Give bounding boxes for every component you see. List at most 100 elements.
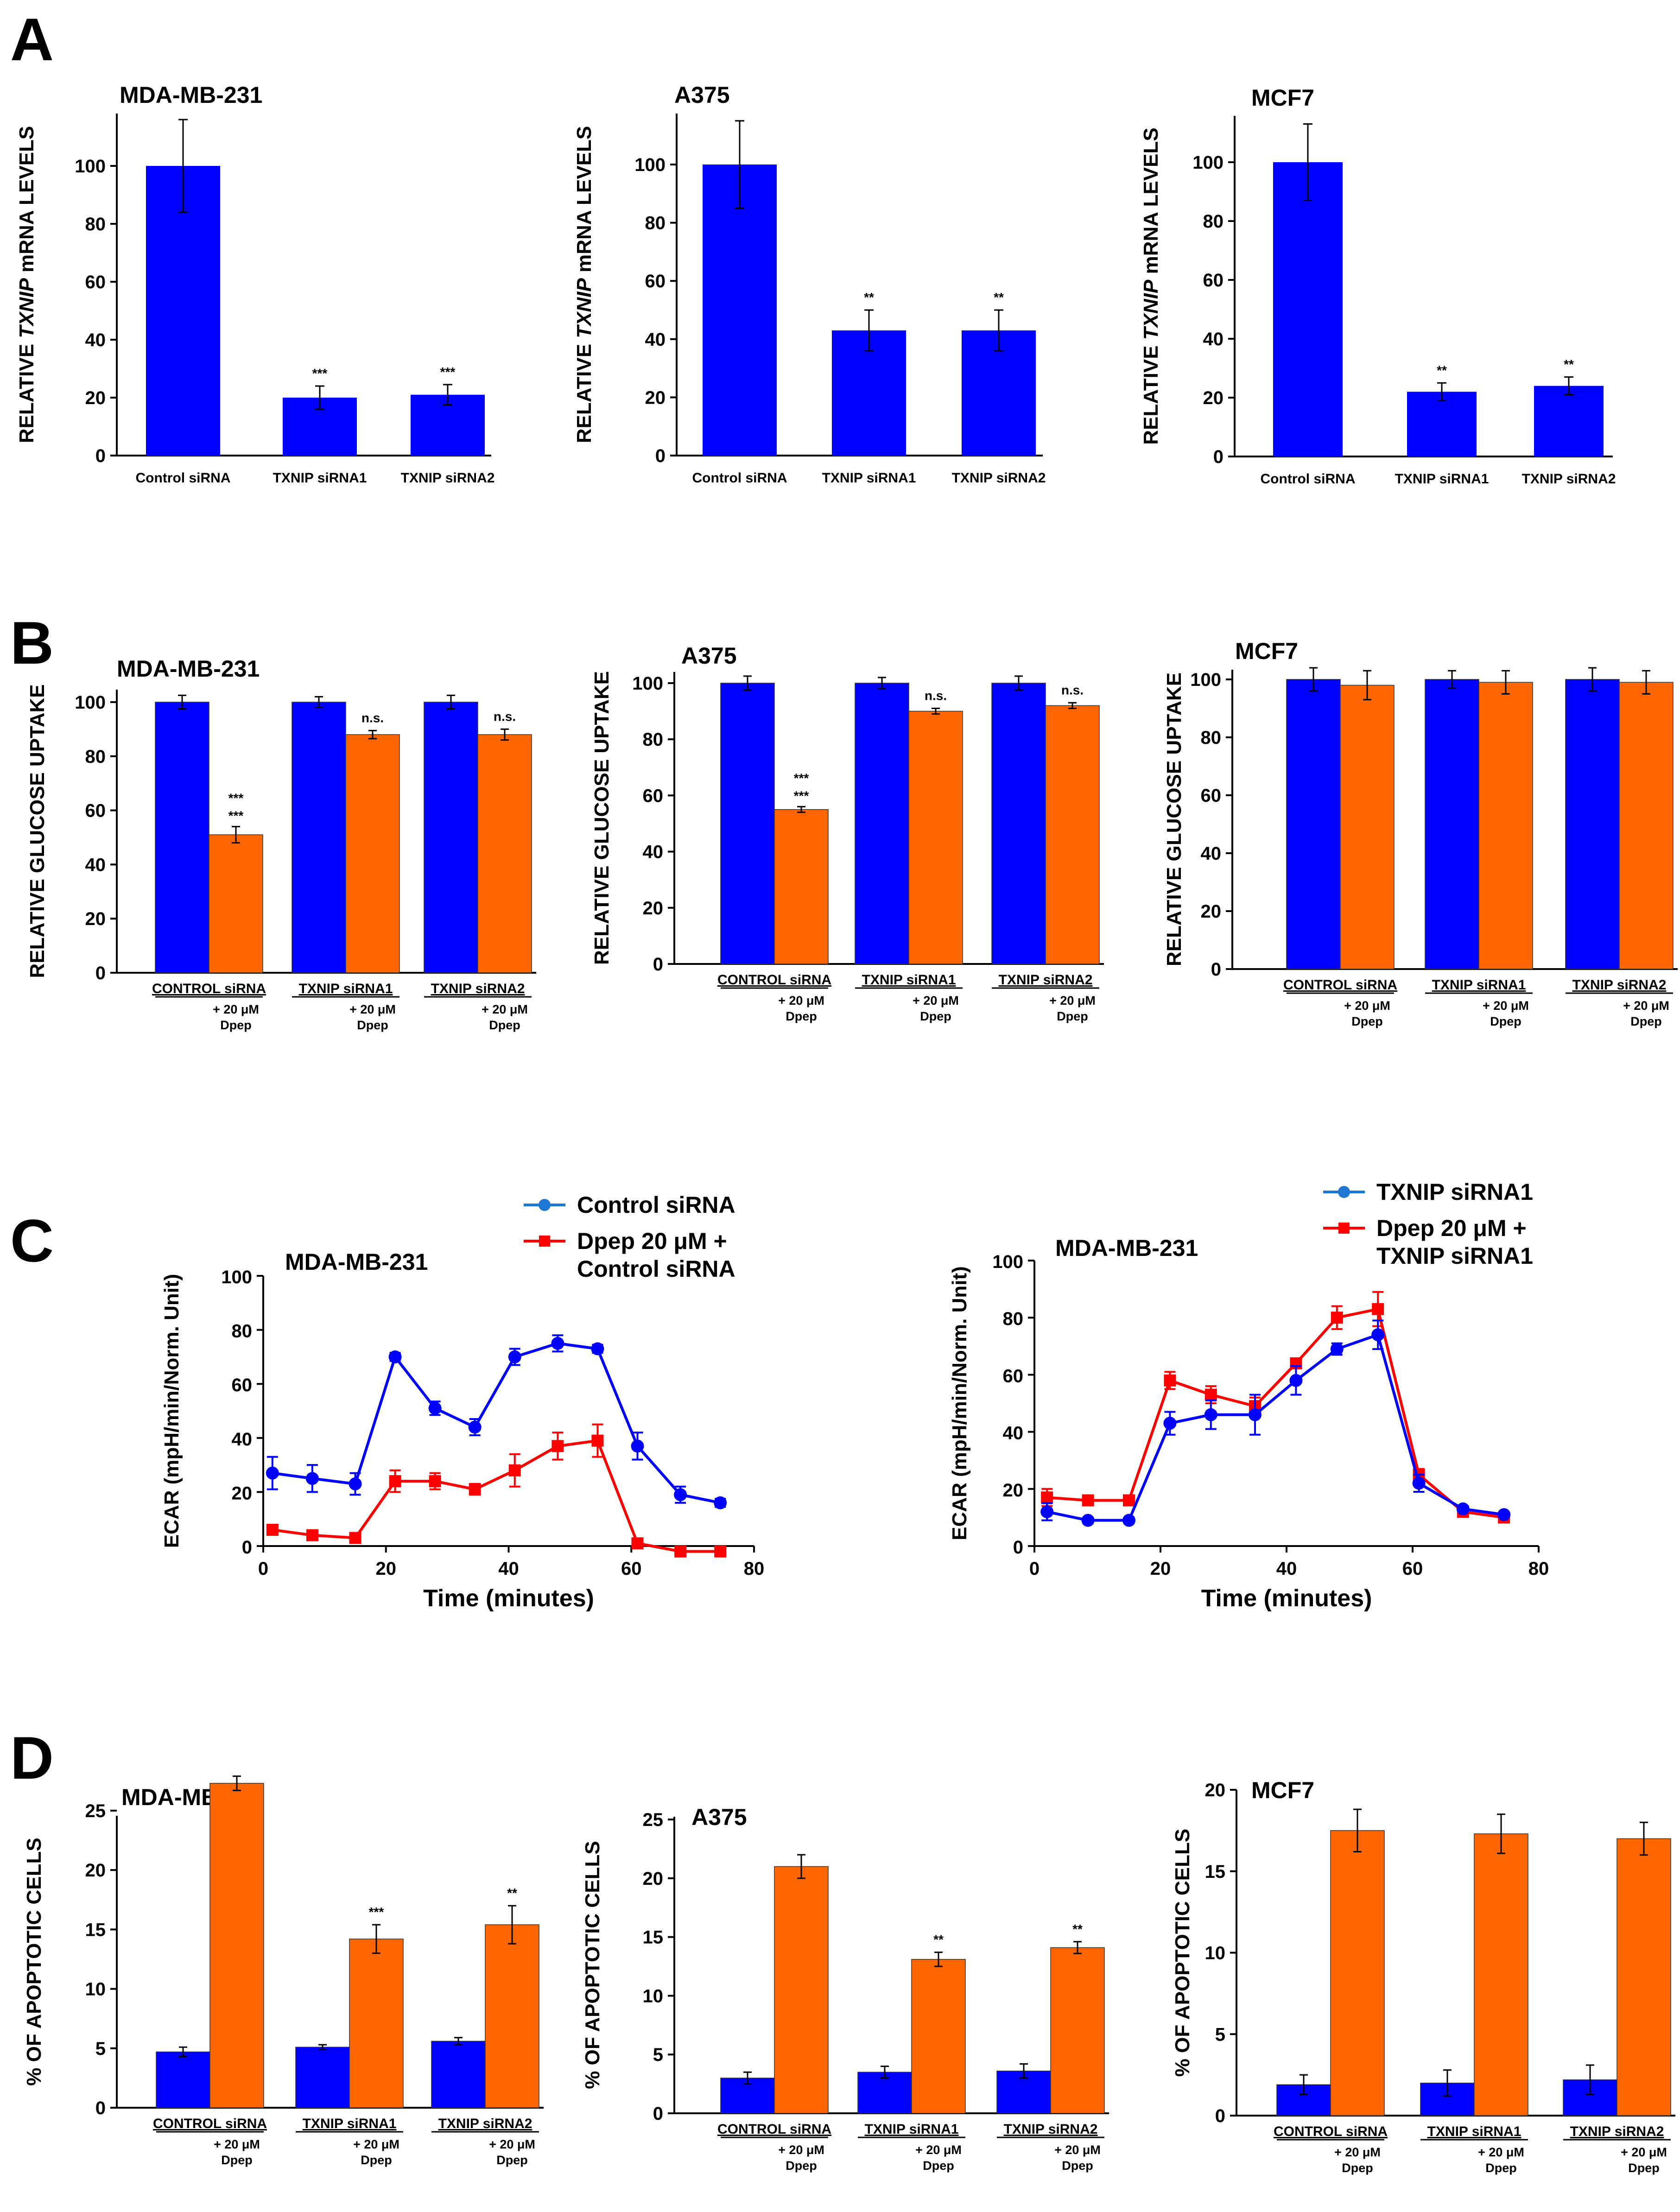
d1-dpep-label: + 20 μM — [489, 2137, 535, 2151]
c2-y-tick-label: 100 — [992, 1252, 1023, 1272]
b2-significance: n.s. — [925, 689, 947, 703]
d1-dpep-label: Dpep — [361, 2153, 392, 2167]
c2-data-point-circle — [1497, 1508, 1511, 1521]
a3-y-tick-label: 40 — [1203, 329, 1224, 349]
d2-dpep-label: Dpep — [1062, 2159, 1093, 2173]
a3-category-label: TXNIP siRNA2 — [1522, 471, 1616, 487]
c2-x-tick-label: 60 — [1402, 1559, 1423, 1579]
a2-category-label: TXNIP siRNA2 — [952, 470, 1046, 486]
c2-series-line-red — [1046, 1307, 1504, 1519]
c1-data-point-square — [714, 1545, 727, 1558]
a2-significance: ** — [864, 290, 874, 304]
c1-data-point-circle — [305, 1472, 319, 1485]
c1-data-point-square — [508, 1464, 521, 1477]
a2-y-tick-label: 40 — [645, 330, 666, 350]
c2-data-point-square — [1041, 1491, 1053, 1504]
b3-dpep-label: + 20 μM — [1344, 999, 1390, 1013]
d3-dpep-label: Dpep — [1342, 2161, 1373, 2175]
b1-y-tick-label: 100 — [75, 692, 106, 713]
c1-data-point-square — [429, 1475, 441, 1488]
d1-bar-dpep — [485, 1924, 539, 2108]
d1-bar-untreated — [295, 2047, 350, 2108]
c2-data-point-circle — [1122, 1514, 1135, 1527]
c1-y-tick-label: 20 — [232, 1483, 253, 1503]
d3-y-tick-label: 5 — [1215, 2024, 1225, 2045]
c1-y-axis-label: ECAR (mpH/min/Norm. Unit) — [160, 1274, 183, 1548]
c2-data-point-circle — [1456, 1502, 1470, 1515]
c1-x-tick-label: 20 — [376, 1559, 397, 1579]
d2-dpep-label: + 20 μM — [1054, 2143, 1101, 2157]
d3-dpep-label: + 20 μM — [1621, 2145, 1667, 2159]
b1-bar-dpep — [477, 734, 532, 973]
a3-y-tick-label: 0 — [1213, 447, 1224, 467]
d3-group-label: TXNIP siRNA2 — [1570, 2124, 1664, 2139]
a3-y-tick-label: 20 — [1203, 388, 1224, 408]
d2-y-tick-label: 25 — [643, 1810, 664, 1830]
b3-group-label: TXNIP siRNA1 — [1432, 977, 1526, 993]
a3-bar — [1534, 386, 1604, 456]
d2-significance: ** — [933, 1933, 944, 1947]
c1-x-tick-label: 40 — [498, 1559, 519, 1579]
b3-group-label: TXNIP siRNA2 — [1572, 977, 1667, 993]
c2-x-tick-label: 20 — [1150, 1559, 1171, 1579]
d3-y-tick-label: 0 — [1215, 2106, 1225, 2126]
d1-y-tick-label: 0 — [95, 2098, 106, 2118]
a2-significance: ** — [994, 290, 1004, 304]
b3-dpep-label: + 20 μM — [1623, 999, 1669, 1013]
d2-group-label: CONTROL siRNA — [717, 2122, 831, 2137]
c1-data-point-circle — [674, 1488, 687, 1502]
b3-dpep-label: Dpep — [1490, 1014, 1522, 1028]
b1-significance: n.s. — [494, 709, 516, 723]
d3-dpep-label: Dpep — [1485, 2161, 1517, 2175]
d2-dpep-label: Dpep — [786, 2159, 817, 2173]
d2-dpep-label: + 20 μM — [915, 2143, 962, 2157]
a1-category-label: TXNIP siRNA2 — [401, 470, 495, 486]
b1-y-axis-label: RELATIVE GLUCOSE UPTAKE — [26, 685, 49, 978]
a1-category-label: TXNIP siRNA1 — [273, 470, 367, 486]
d2-y-tick-label: 0 — [653, 2104, 663, 2124]
a3-y-tick-label: 80 — [1203, 211, 1224, 232]
c1-series-line-red — [272, 1439, 721, 1553]
b1-bar-dpep — [209, 834, 263, 973]
a1-y-axis-label: RELATIVE TXNIP mRNA LEVELS — [15, 126, 38, 444]
c2-legend-marker-square — [1338, 1223, 1350, 1234]
c2-y-tick-label: 40 — [1003, 1423, 1024, 1444]
c2-data-point-circle — [1330, 1342, 1344, 1356]
c2-data-point-square — [1123, 1494, 1135, 1507]
b1-dpep-label: Dpep — [220, 1018, 252, 1032]
d1-bar-dpep — [209, 1783, 264, 2108]
d1-dpep-label: + 20 μM — [214, 2137, 260, 2151]
c1-data-point-circle — [631, 1439, 644, 1453]
b3-dpep-label: + 20 μM — [1483, 999, 1529, 1013]
a1-title: MDA-MB-231 — [120, 82, 262, 108]
d3-dpep-label: Dpep — [1628, 2161, 1660, 2175]
c1-data-point-square — [591, 1434, 604, 1447]
b2-bar-untreated — [720, 683, 775, 964]
b3-y-tick-label: 60 — [1201, 786, 1222, 806]
a3-significance: ** — [1437, 363, 1447, 377]
c1-x-tick-label: 60 — [621, 1559, 642, 1579]
b1-group-label: TXNIP siRNA1 — [299, 981, 393, 996]
d2-group-label: TXNIP siRNA1 — [865, 2122, 959, 2137]
b3-bar-untreated — [1286, 679, 1341, 970]
d1-dpep-label: Dpep — [496, 2153, 528, 2167]
c1-title: MDA-MB-231 — [285, 1249, 428, 1275]
c1-legend-label: Control siRNA — [577, 1256, 735, 1282]
d1-y-tick-label: 10 — [85, 1979, 106, 2000]
c2-series-line-blue — [1046, 1333, 1504, 1522]
c2-data-point-circle — [1163, 1417, 1177, 1430]
c1-data-point-circle — [551, 1337, 564, 1350]
b1-title: MDA-MB-231 — [117, 656, 260, 682]
d2-bar-dpep — [774, 1866, 829, 2114]
b2-y-tick-label: 40 — [643, 842, 664, 862]
b3-y-tick-label: 0 — [1211, 959, 1221, 980]
b3-bar-dpep — [1619, 682, 1674, 970]
b2-group-label: TXNIP siRNA1 — [862, 972, 956, 988]
c2-data-point-square — [1372, 1303, 1384, 1315]
c1-data-point-square — [631, 1537, 644, 1550]
d2-dpep-label: + 20 μM — [778, 2143, 824, 2157]
b1-significance-blue: *** — [228, 791, 244, 805]
d1-y-tick-label: 20 — [85, 1860, 106, 1881]
d1-group-label: CONTROL siRNA — [153, 2116, 267, 2131]
b2-bar-dpep — [774, 809, 829, 964]
